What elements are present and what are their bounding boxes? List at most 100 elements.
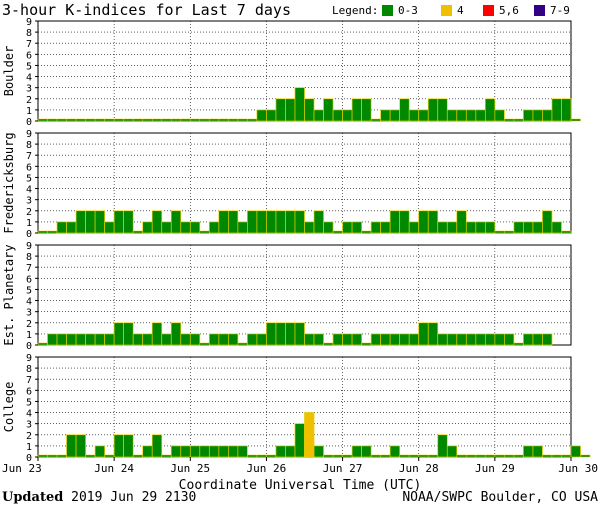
k-index-bar bbox=[361, 98, 372, 122]
y-tick-label: 5 bbox=[26, 285, 32, 296]
k-index-bar bbox=[180, 333, 191, 346]
k-index-bar bbox=[256, 454, 267, 458]
k-index-bar bbox=[313, 109, 324, 122]
k-index-bar bbox=[494, 109, 505, 122]
y-tick-label: 6 bbox=[26, 50, 32, 61]
legend-swatch bbox=[382, 5, 393, 16]
legend-entry-label: 0-3 bbox=[398, 4, 418, 17]
k-index-bar bbox=[113, 322, 125, 346]
k-index-bar bbox=[170, 322, 182, 346]
k-index-bar bbox=[494, 454, 505, 458]
k-index-bar bbox=[370, 118, 381, 122]
k-index-bar bbox=[380, 221, 391, 234]
k-index-bar bbox=[570, 118, 581, 122]
k-index-bar bbox=[37, 454, 48, 458]
k-index-bar bbox=[275, 322, 286, 346]
y-tick-label: 9 bbox=[26, 353, 32, 364]
k-index-bar bbox=[218, 333, 229, 346]
k-index-bar bbox=[361, 445, 372, 458]
k-index-bar bbox=[475, 333, 486, 346]
k-index-bar bbox=[256, 109, 267, 122]
k-index-bar bbox=[437, 333, 448, 346]
k-index-bar bbox=[351, 98, 362, 122]
k-index-bar bbox=[285, 445, 296, 458]
k-index-bar bbox=[570, 445, 581, 458]
k-index-bar bbox=[542, 210, 553, 234]
k-index-bar bbox=[389, 109, 401, 122]
k-index-bar bbox=[123, 322, 134, 346]
y-tick-label: 3 bbox=[26, 420, 32, 431]
k-index-bar bbox=[132, 454, 143, 458]
k-index-bar bbox=[446, 445, 458, 458]
y-tick-label: 5 bbox=[26, 173, 32, 184]
y-tick-label: 5 bbox=[26, 397, 32, 408]
k-index-bar bbox=[484, 98, 496, 122]
k-index-bar bbox=[304, 333, 315, 346]
x-tick-label: Jun 30 bbox=[558, 462, 598, 475]
k-index-bar bbox=[408, 221, 420, 234]
k-index-bar bbox=[142, 333, 153, 346]
k-index-bar bbox=[151, 210, 163, 234]
k-index-bar bbox=[551, 98, 562, 122]
k-index-bar bbox=[171, 118, 182, 122]
updated-label: Updated bbox=[2, 490, 64, 505]
panel-name: Fredericksburg bbox=[2, 132, 16, 233]
k-index-bar bbox=[47, 230, 58, 234]
panels: 0123456789Boulder0123456789Fredericksbur… bbox=[2, 17, 591, 464]
x-tick-label: Jun 26 bbox=[247, 462, 287, 475]
panel-name: College bbox=[2, 382, 16, 433]
k-index-bar bbox=[465, 333, 477, 346]
updated-value: 2019 Jun 29 2130 bbox=[71, 490, 197, 505]
k-index-bar bbox=[199, 342, 210, 346]
legend-swatch bbox=[534, 5, 545, 16]
k-index-bar bbox=[199, 445, 210, 458]
k-index-bar bbox=[456, 109, 467, 122]
k-index-bar bbox=[494, 230, 505, 234]
k-index-bar bbox=[180, 445, 191, 458]
k-index-bar bbox=[123, 210, 134, 234]
k-index-bar bbox=[427, 98, 439, 122]
k-index-bar bbox=[551, 221, 562, 234]
k-index-bar bbox=[151, 118, 162, 122]
k-index-bar bbox=[475, 221, 486, 234]
k-index-bar bbox=[532, 221, 543, 234]
k-index-bar bbox=[190, 118, 201, 122]
k-index-bar bbox=[285, 210, 296, 234]
x-axis: Jun 23 Jun 24 Jun 25 Jun 26 Jun 27 Jun 28 Jun … bbox=[2, 457, 598, 475]
y-tick-label: 1 bbox=[26, 442, 32, 453]
k-index-bar bbox=[228, 210, 239, 234]
k-index-bar bbox=[342, 221, 353, 234]
y-tick-label: 0 bbox=[26, 453, 32, 464]
y-tick-label: 4 bbox=[26, 297, 32, 308]
k-index-bar bbox=[142, 118, 153, 122]
k-index-bar bbox=[446, 333, 458, 346]
panel-name: Boulder bbox=[2, 46, 16, 97]
k-index-bar bbox=[475, 109, 486, 122]
k-index-bar bbox=[446, 109, 458, 122]
x-tick-label: Jun 28 bbox=[399, 462, 439, 475]
k-index-bar bbox=[132, 118, 143, 122]
k-index-bar bbox=[380, 333, 391, 346]
k-index-bar bbox=[104, 454, 115, 458]
k-index-bar bbox=[275, 445, 286, 458]
k-index-bar bbox=[332, 454, 343, 458]
k-index-bar bbox=[418, 109, 429, 122]
y-tick-label: 3 bbox=[26, 196, 32, 207]
k-index-bar bbox=[561, 454, 572, 458]
k-index-bar bbox=[123, 434, 134, 458]
y-tick-label: 5 bbox=[26, 61, 32, 72]
k-index-bar bbox=[237, 118, 248, 122]
k-index-bar bbox=[75, 210, 86, 234]
y-tick-label: 4 bbox=[26, 73, 32, 84]
k-index-bar bbox=[66, 434, 77, 458]
k-index-bar bbox=[247, 333, 258, 346]
y-tick-label: 9 bbox=[26, 129, 32, 140]
k-index-bar bbox=[399, 210, 410, 234]
k-index-bar bbox=[294, 87, 305, 122]
y-tick-label: 2 bbox=[26, 319, 32, 330]
legend-label: Legend: bbox=[332, 4, 378, 17]
k-index-bar bbox=[208, 333, 220, 346]
k-index-bar bbox=[266, 210, 277, 234]
k-index-bar bbox=[228, 333, 239, 346]
